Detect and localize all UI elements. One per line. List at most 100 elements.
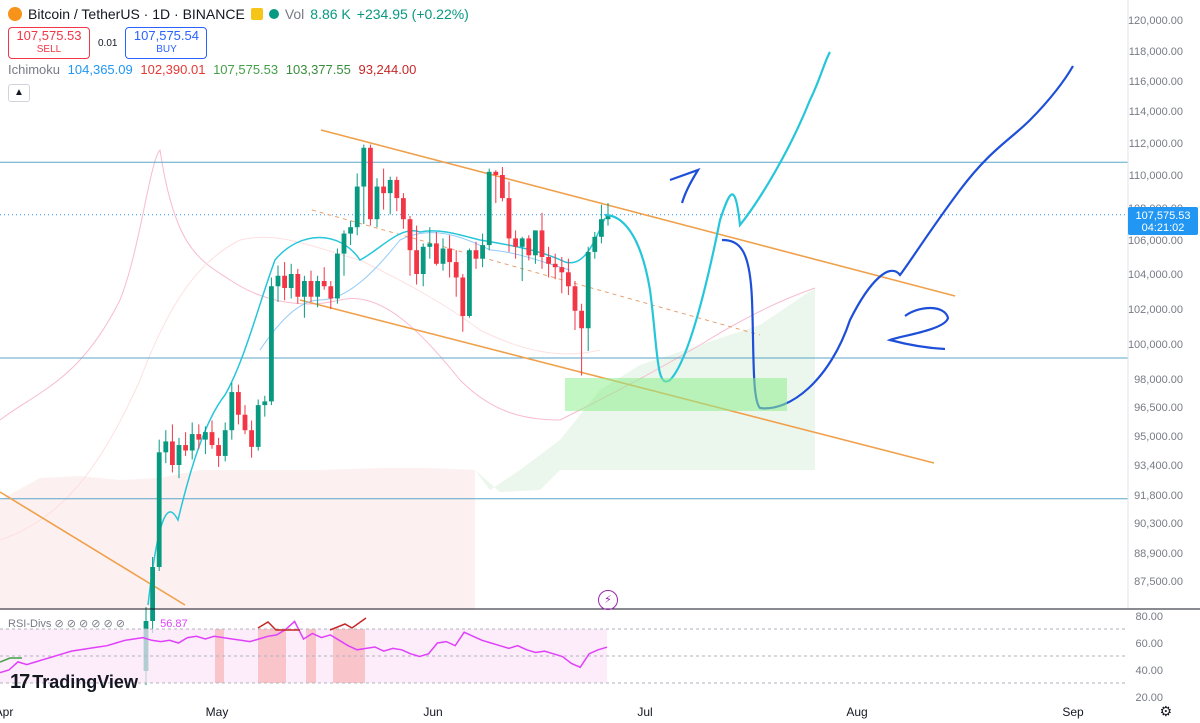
candle-body [434, 243, 439, 264]
candle-body [222, 430, 228, 456]
candle-body [394, 179, 400, 199]
candle-body [513, 238, 518, 247]
rsi-legend[interactable]: RSI-Divs ⊘ ⊘ ⊘ ⊘ ⊘ ⊘ 56.87 [8, 618, 188, 630]
time-tick-label: Jun [423, 705, 442, 719]
candle-body [236, 392, 241, 415]
candle-body [269, 286, 274, 402]
candle-body [533, 230, 538, 256]
rsi-divergence-bar [306, 629, 316, 683]
candle-body [579, 310, 584, 329]
candle-body [288, 274, 294, 288]
lightning-icon[interactable]: ⚡ [598, 590, 618, 610]
rsi-bullish-line [0, 657, 22, 663]
candle-body [203, 432, 208, 440]
candle-body [440, 248, 446, 264]
channel-upper-line [320, 129, 956, 297]
badge-price: 107,575.53 [1135, 210, 1190, 222]
candle-body [308, 281, 314, 297]
candle-body [302, 281, 307, 297]
candle-body [321, 281, 327, 287]
symbol-title[interactable]: Bitcoin / TetherUS · 1D · BINANCE [28, 6, 245, 22]
candle-body [374, 186, 380, 220]
time-tick-label: Sep [1062, 705, 1084, 719]
label-2-glyph [886, 306, 950, 351]
rsi-axis: 80.00 60.00 40.00 20.00 [1135, 611, 1163, 704]
tradingview-logo[interactable]: 17 TradingView [10, 671, 138, 694]
candle-body [335, 253, 340, 299]
price-tick-label: 114,000.00 [1129, 106, 1183, 118]
price-tick-label: 88,900.00 [1134, 548, 1183, 560]
rsi-line [0, 617, 608, 674]
gear-icon[interactable]: ⚙ [1159, 703, 1172, 719]
candle-body [546, 257, 551, 264]
channel-mid-line [311, 209, 761, 336]
candle-body [539, 230, 545, 257]
sell-button[interactable]: 107,575.53 SELL [8, 27, 90, 59]
candle-body [189, 434, 195, 451]
candle-body [275, 275, 281, 287]
price-tick-label: 106,000.00 [1128, 235, 1183, 247]
rsi-tick-label: 60.00 [1135, 638, 1163, 650]
buy-button[interactable]: 107,575.54 BUY [125, 27, 208, 59]
candle-body [447, 248, 452, 263]
candle-body [183, 445, 188, 451]
current-price-badge: 107,575.53 04:21:02 [1128, 207, 1198, 235]
candle-body [519, 238, 525, 247]
spread-value: 0.01 [98, 37, 118, 49]
rsi-divergence-bar [215, 629, 224, 683]
price-tick-label: 98,000.00 [1134, 374, 1183, 386]
candle-body [407, 219, 413, 251]
chevron-up-icon[interactable]: ▲ [8, 84, 30, 102]
candle-body [368, 147, 373, 220]
candle-body [500, 175, 505, 199]
candle-body [572, 286, 578, 311]
candlesticks [143, 144, 611, 685]
candle-body [566, 272, 571, 287]
candle-body [387, 179, 393, 194]
candle-body [295, 274, 301, 297]
tradingview-logo-text: TradingView [32, 672, 138, 692]
candle-body [559, 267, 565, 273]
buy-price: 107,575.54 [133, 28, 199, 43]
candle-body [255, 405, 261, 447]
ichimoku-label: Ichimoku [8, 62, 61, 77]
candle-body [460, 277, 466, 316]
candle-body [453, 262, 459, 278]
candle-body [262, 401, 268, 406]
price-tick-label: 90,300.00 [1134, 518, 1183, 530]
ichimoku-value-0: 104,365.09 [67, 62, 133, 77]
candle-body [170, 441, 175, 465]
sell-label: SELL [36, 44, 62, 55]
candle-body [401, 198, 406, 220]
candle-body [341, 233, 347, 254]
price-tick-label: 87,500.00 [1134, 576, 1183, 588]
symbol-legend: Bitcoin / TetherUS · 1D · BINANCE Vol 8.… [8, 6, 469, 22]
ichimoku-legend[interactable]: Ichimoku 104,365.09 102,390.01 107,575.5… [8, 62, 420, 77]
candle-body [328, 286, 334, 299]
favorite-icon[interactable] [250, 8, 263, 20]
bitcoin-icon [8, 7, 22, 21]
candle-body [605, 214, 611, 220]
candle-body [348, 227, 353, 234]
candle-body [150, 567, 155, 621]
trade-buttons: 107,575.53 SELL 0.01 107,575.54 BUY [8, 27, 208, 59]
candle-body [381, 186, 386, 194]
candle-body [156, 452, 162, 567]
support-zone [565, 378, 787, 411]
badge-countdown: 04:21:02 [1142, 222, 1185, 234]
buy-label: BUY [156, 44, 177, 55]
candle-body [196, 434, 202, 440]
rsi-label: RSI-Divs [8, 618, 52, 630]
candle-body [427, 243, 433, 247]
price-tick-label: 116,000.00 [1129, 76, 1183, 88]
price-tick-label: 91,800.00 [1134, 490, 1183, 502]
candle-body [414, 250, 419, 274]
price-tick-label: 96,500.00 [1134, 402, 1183, 414]
price-axis: 120,000.00 118,000.00 116,000.00 114,000.00… [1127, 0, 1183, 609]
ichimoku-leading-span [0, 148, 816, 421]
candle-body [354, 186, 360, 228]
price-tick-label: 93,400.00 [1134, 460, 1183, 472]
candle-body [361, 147, 367, 187]
price-tick-label: 112,000.00 [1129, 138, 1183, 150]
